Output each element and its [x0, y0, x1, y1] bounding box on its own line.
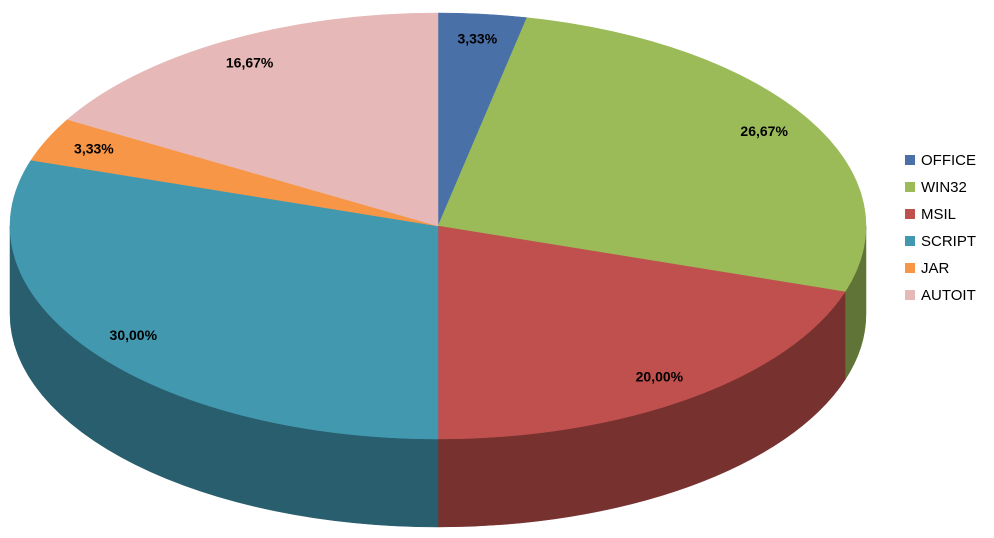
legend-label: JAR: [921, 260, 950, 277]
slice: [66, 12, 439, 227]
legend-swatch: [905, 290, 915, 300]
value-label: 3,33%: [74, 140, 114, 156]
legend-swatch: [905, 182, 915, 192]
value-label: 20,00%: [636, 368, 684, 384]
legend-label: OFFICE: [921, 152, 976, 169]
value-label: 30,00%: [110, 327, 158, 343]
legend-swatch: [905, 155, 915, 165]
legend-swatch: [905, 236, 915, 246]
value-label: 26,67%: [740, 123, 788, 139]
value-label: 16,67%: [226, 54, 274, 70]
legend-label: MSIL: [921, 206, 956, 223]
slice: [437, 225, 846, 440]
value-label: 3,33%: [457, 30, 497, 46]
legend-label: AUTOIT: [921, 287, 976, 304]
legend-swatch: [905, 263, 915, 273]
legend-swatch: [905, 209, 915, 219]
slice: [9, 159, 439, 440]
legend-label: WIN32: [921, 179, 967, 196]
slice: [437, 17, 867, 293]
legend-label: SCRIPT: [921, 233, 976, 250]
